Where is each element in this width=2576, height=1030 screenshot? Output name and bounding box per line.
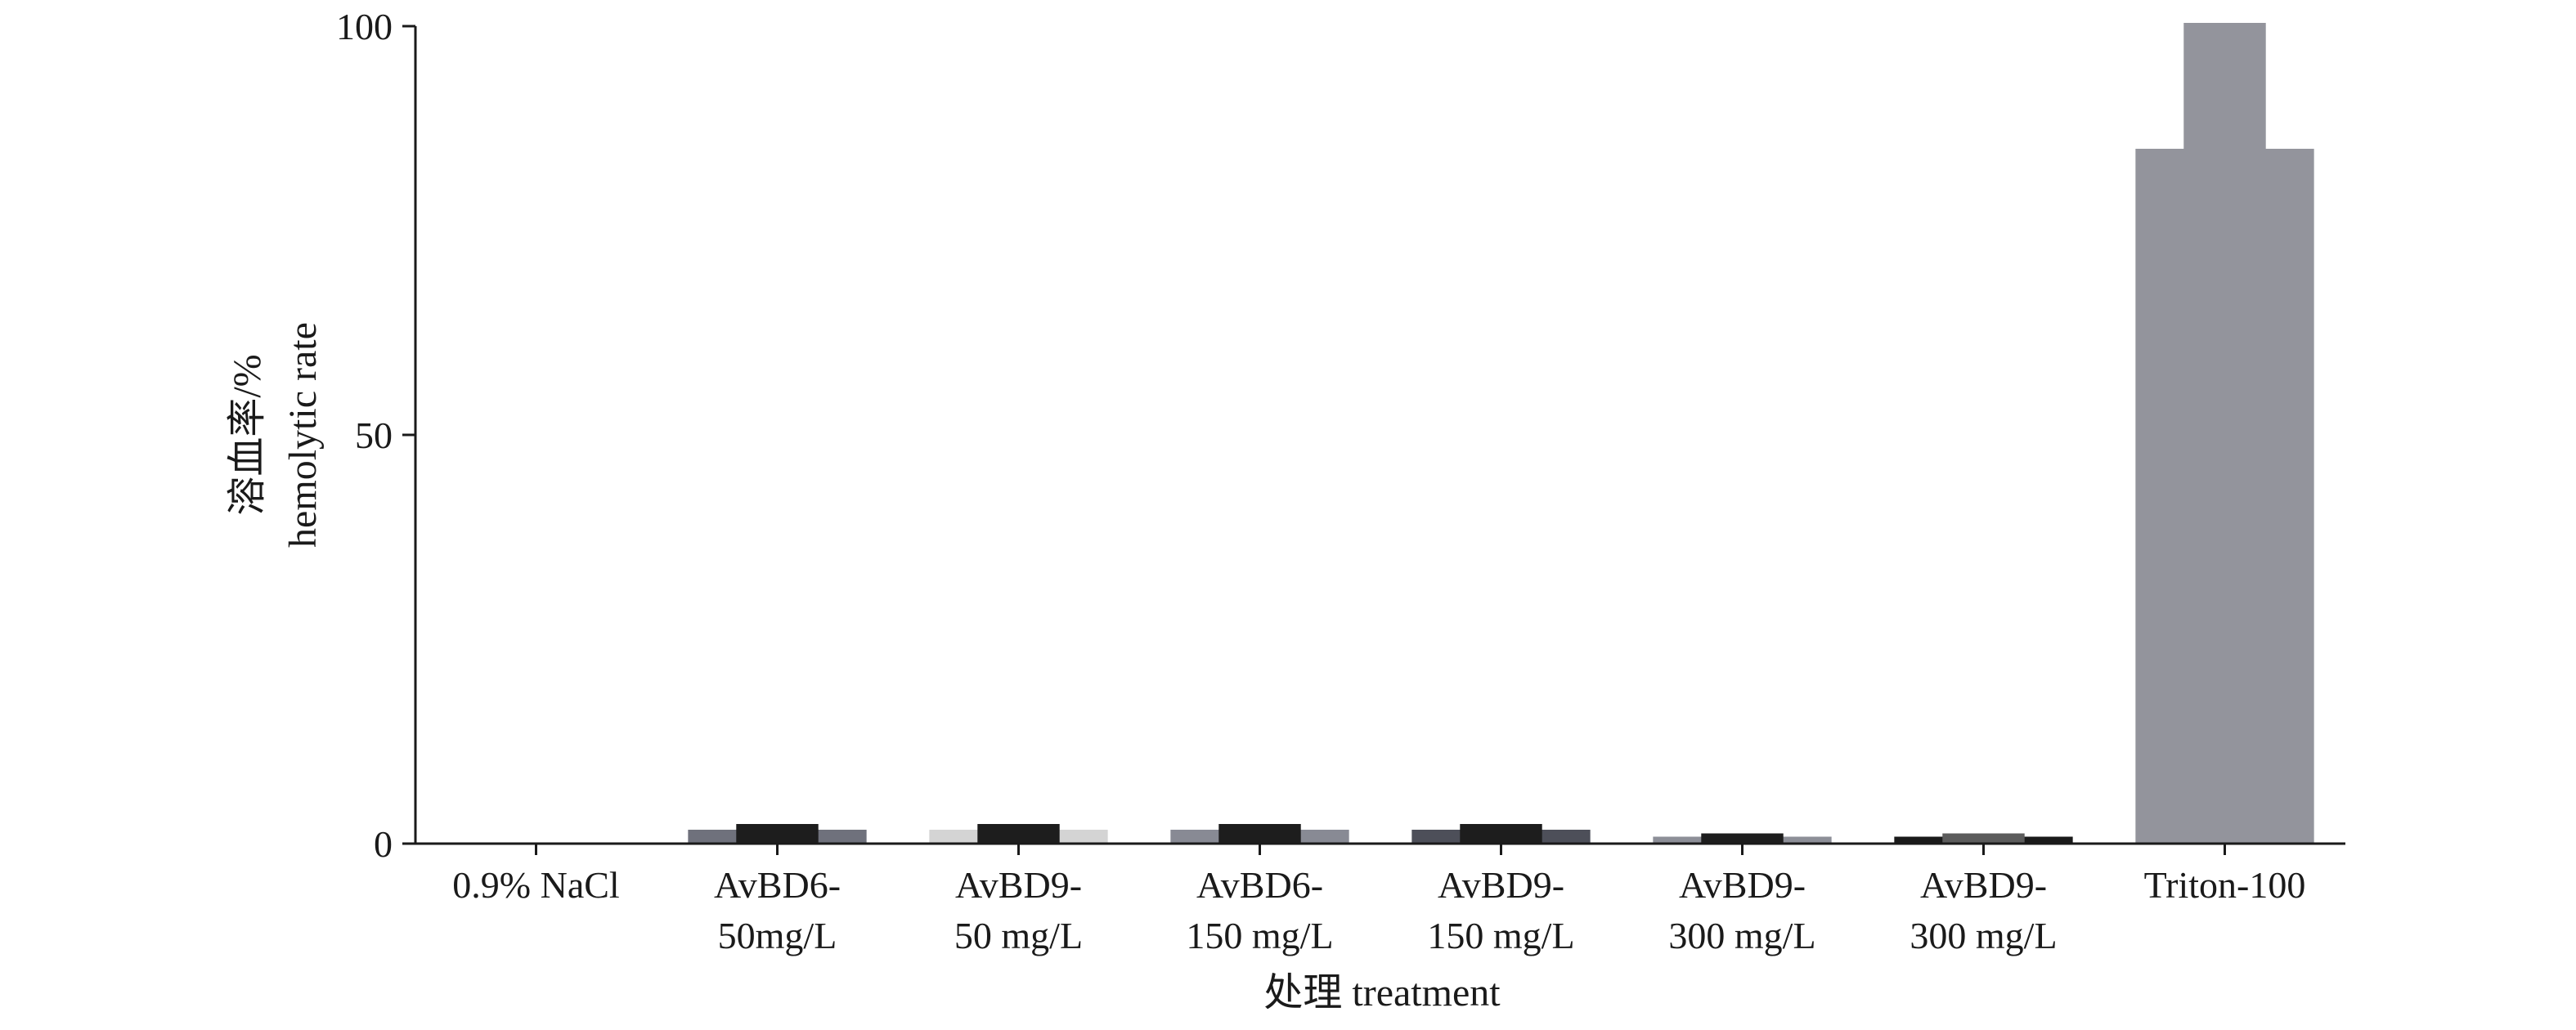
bar-center — [1218, 824, 1301, 844]
bar-center — [736, 824, 819, 844]
bar-group — [1894, 833, 2073, 844]
bar-group — [1411, 824, 1591, 844]
bar-center — [1942, 833, 2025, 844]
x-tick-label: AvBD9- — [1679, 864, 1806, 906]
bar-group — [2135, 23, 2314, 844]
bar-group — [1653, 833, 1832, 844]
y-tick-label: 0 — [374, 823, 393, 865]
bar-center — [1701, 833, 1784, 844]
x-tick-label: 300 mg/L — [1668, 915, 1815, 956]
x-axis-label: 处理 treatment — [1263, 971, 1501, 1014]
bar-center — [1460, 824, 1542, 844]
x-tick-label: 150 mg/L — [1186, 915, 1333, 956]
x-tick-label: 50mg/L — [718, 915, 837, 956]
y-ticks: 0 50 100 — [336, 6, 415, 865]
x-tick-label: AvBD9- — [1438, 864, 1564, 906]
x-tick-label: 0.9% NaCl — [452, 864, 619, 906]
bars-layer — [688, 23, 2314, 844]
y-tick-label: 50 — [355, 414, 393, 456]
y-axis-label-cn: 溶血率/% — [226, 354, 269, 515]
bar-group — [929, 824, 1108, 844]
x-tick-label: Triton-100 — [2144, 864, 2306, 906]
x-tick-label: AvBD9- — [955, 864, 1082, 906]
bar-group — [1170, 824, 1349, 844]
x-tick-label: 150 mg/L — [1427, 915, 1574, 956]
x-tick-label: AvBD9- — [1920, 864, 2047, 906]
x-tick-label: AvBD6- — [1196, 864, 1323, 906]
bar-group — [688, 824, 867, 844]
x-ticks: 0.9% NaCl AvBD6- 50mg/L AvBD9- 50 mg/L AvBD6-… — [452, 844, 2305, 956]
x-tick-label: 300 mg/L — [1910, 915, 2057, 956]
y-axis-label-en: hemolytic rate — [281, 322, 325, 548]
bar-center — [2183, 23, 2266, 844]
y-tick-label: 100 — [336, 6, 393, 47]
x-tick-label: AvBD6- — [714, 864, 841, 906]
bar-center — [977, 824, 1060, 844]
x-tick-label: 50 mg/L — [954, 915, 1083, 956]
